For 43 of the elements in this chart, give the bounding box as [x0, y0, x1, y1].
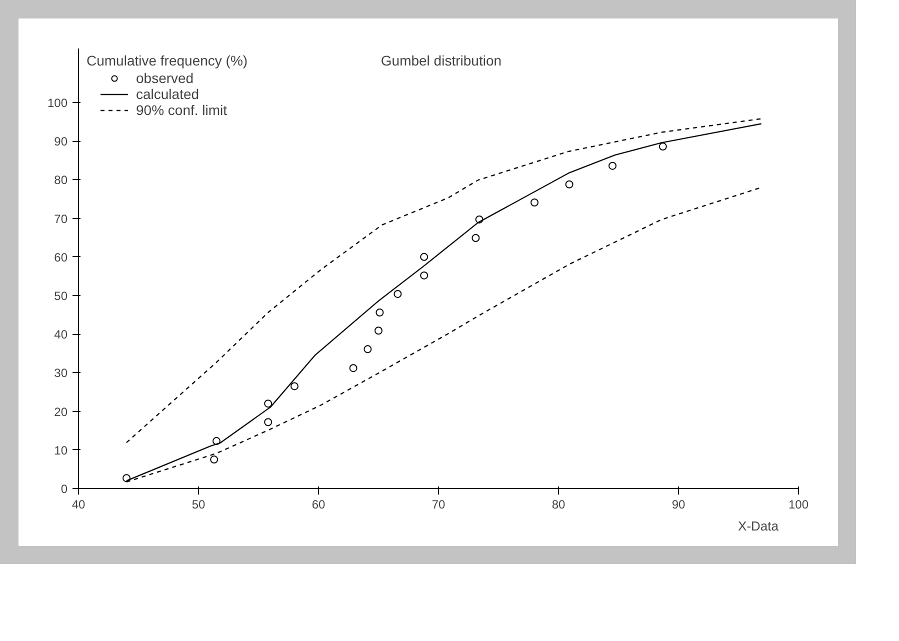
point	[420, 271, 428, 280]
y-tick-label: 80	[54, 173, 68, 188]
point	[472, 234, 480, 242]
x-tick-label: 100	[788, 498, 809, 512]
point	[364, 345, 372, 354]
y-tick-label: 10	[54, 443, 68, 458]
point	[565, 180, 574, 188]
y-tick-label: 100	[47, 96, 68, 110]
x-tick-label: 70	[432, 498, 446, 512]
point	[264, 418, 272, 426]
y-tick-label: 60	[54, 250, 68, 264]
y-tick-label: 70	[54, 212, 68, 226]
point	[374, 326, 382, 335]
x-axis-title: X-Data	[738, 518, 780, 534]
point	[394, 290, 402, 298]
y-tick-label: 0	[60, 482, 68, 496]
point	[530, 198, 538, 206]
point	[376, 308, 384, 316]
x-tick-label: 80	[552, 498, 566, 512]
chart-title: Gumbel distribution	[380, 52, 502, 68]
y-tick-label: 30	[54, 366, 68, 380]
y-tick-label: 20	[54, 404, 68, 419]
x-tick-label: 60	[312, 498, 326, 512]
point	[210, 456, 218, 464]
legend-label: 90% conf. limit	[136, 102, 228, 118]
y-axis-title: Cumulative frequency (%)	[86, 52, 248, 68]
point	[290, 382, 298, 390]
point	[264, 400, 272, 408]
point	[420, 252, 428, 261]
x-tick-label: 40	[72, 498, 86, 512]
point	[475, 215, 484, 224]
y-tick-label: 50	[54, 289, 68, 304]
point	[608, 162, 616, 170]
x-tick-label: 90	[672, 498, 686, 512]
point	[658, 142, 667, 151]
point	[349, 364, 358, 372]
y-tick-label: 90	[54, 134, 68, 149]
legend-label: calculated	[136, 86, 200, 102]
point	[212, 437, 220, 446]
legend-label: observed	[136, 70, 194, 86]
x-tick-label: 50	[192, 498, 206, 512]
y-tick-label: 40	[54, 328, 68, 342]
point	[122, 474, 130, 482]
